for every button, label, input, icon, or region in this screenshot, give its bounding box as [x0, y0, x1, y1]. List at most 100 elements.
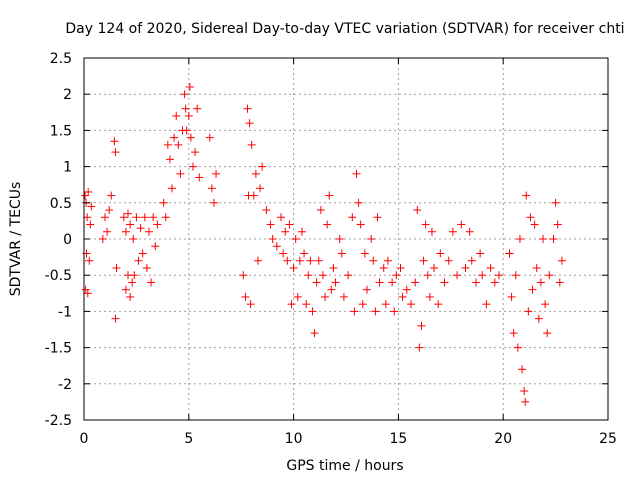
data-point — [180, 90, 189, 99]
data-point — [153, 220, 162, 229]
data-point — [287, 300, 296, 309]
data-point — [168, 184, 177, 193]
data-point — [129, 235, 138, 243]
data-point — [246, 300, 255, 309]
data-point — [112, 263, 121, 272]
data-point — [448, 227, 457, 236]
data-point — [406, 300, 415, 309]
data-point — [367, 235, 376, 243]
data-point — [321, 292, 330, 301]
data-point — [434, 300, 443, 309]
data-point — [176, 169, 185, 178]
data-point — [124, 209, 133, 218]
data-point — [524, 307, 533, 316]
y-axis-label: SDTVAR / TECUs — [8, 182, 24, 297]
y-tick-label: -0.5 — [45, 268, 72, 284]
y-tick-label: 0 — [63, 232, 72, 248]
x-tick-label: 0 — [80, 431, 89, 447]
data-point — [440, 278, 449, 287]
data-point — [415, 343, 424, 352]
data-point — [272, 242, 281, 251]
data-point — [373, 213, 382, 222]
data-point — [285, 220, 294, 229]
data-point — [306, 256, 315, 265]
data-point — [253, 256, 262, 265]
data-point — [396, 263, 405, 272]
data-point — [348, 213, 357, 222]
data-point — [369, 256, 378, 265]
data-point — [174, 140, 183, 149]
data-point — [427, 227, 436, 236]
data-point — [521, 397, 530, 406]
data-point — [478, 271, 487, 280]
data-point — [205, 133, 214, 142]
data-point — [81, 285, 90, 294]
data-point — [128, 278, 137, 287]
data-point — [467, 256, 476, 265]
data-point — [555, 278, 564, 287]
data-point — [297, 227, 306, 236]
data-point — [411, 278, 420, 287]
x-tick-label: 5 — [184, 431, 193, 447]
data-point — [182, 126, 191, 135]
data-point — [277, 213, 286, 222]
data-point — [138, 249, 147, 258]
data-point — [83, 289, 92, 298]
data-point — [509, 329, 518, 338]
data-point — [551, 198, 560, 207]
data-point — [86, 220, 95, 229]
data-point — [325, 191, 334, 200]
data-point — [151, 242, 160, 251]
data-point — [339, 292, 348, 301]
data-point — [471, 278, 480, 287]
data-point — [251, 169, 260, 178]
data-point — [314, 256, 323, 265]
y-axis-ticks: -2.5 -2 -1.5 -1 -0.5 0 0.5 1 1.5 2 2.5 — [45, 51, 608, 429]
data-point — [453, 271, 462, 280]
data-points — [81, 82, 566, 406]
data-point — [249, 191, 258, 200]
data-point — [526, 213, 535, 222]
data-point — [390, 307, 399, 316]
data-point — [170, 133, 179, 142]
data-point — [184, 111, 193, 120]
data-point — [188, 162, 197, 171]
data-point — [383, 256, 392, 265]
data-point — [490, 278, 499, 287]
data-point — [243, 104, 252, 113]
data-point — [163, 140, 172, 149]
data-point — [304, 271, 313, 280]
data-point — [193, 104, 202, 113]
data-point — [545, 271, 554, 280]
data-point — [402, 285, 411, 294]
x-tick-label: 25 — [599, 431, 617, 447]
data-point — [511, 271, 520, 280]
data-point — [513, 343, 522, 352]
data-point — [191, 148, 200, 157]
data-point — [486, 263, 495, 272]
data-point — [528, 285, 537, 294]
data-point — [337, 249, 346, 258]
data-point — [103, 227, 112, 236]
data-point — [245, 119, 254, 128]
data-point — [423, 271, 432, 280]
data-point — [371, 307, 380, 316]
y-tick-label: -1 — [58, 304, 72, 320]
data-point — [126, 292, 135, 301]
data-point — [356, 220, 365, 229]
data-point — [549, 235, 558, 243]
data-point — [300, 249, 309, 258]
data-point — [121, 285, 130, 294]
data-point — [518, 365, 527, 374]
data-point — [515, 235, 524, 243]
data-point — [241, 292, 250, 301]
data-point — [398, 292, 407, 301]
data-point — [142, 263, 151, 272]
data-point — [119, 213, 128, 222]
data-point — [379, 263, 388, 272]
grid-lines — [84, 58, 608, 420]
data-point — [507, 292, 516, 301]
y-tick-label: 2.5 — [50, 51, 72, 67]
data-point — [539, 235, 548, 243]
